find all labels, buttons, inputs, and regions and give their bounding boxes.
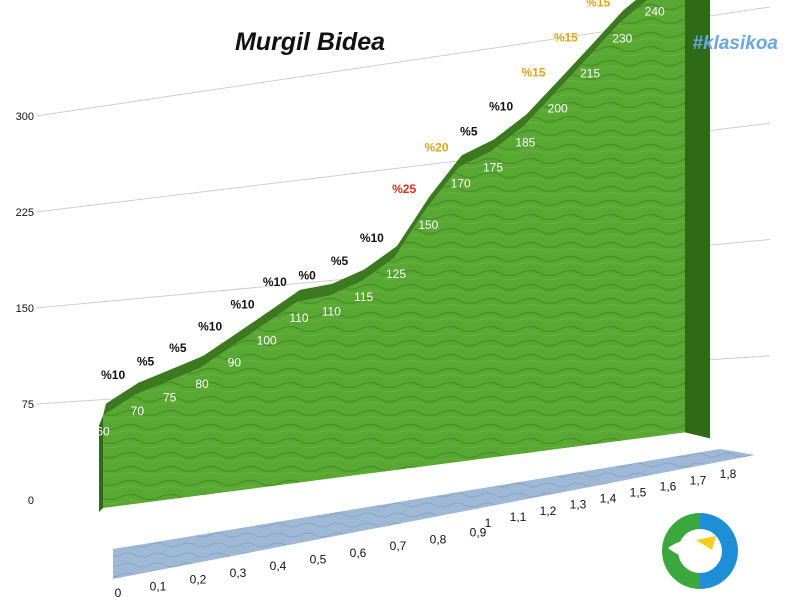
y-axis-ticks: 0 75 150 225 300 [16,111,34,507]
gradient-label: %10 [198,319,222,333]
elevation-label: 215 [580,67,600,81]
elevation-label: 115 [354,290,373,304]
x-axis-ticks: 0 0,1 0,2 0,3 0,4 0,5 0,6 0,7 0,8 0,91 1,1 1,2 1,3 1,… [115,467,737,600]
x-tick-label: 1,1 [510,510,527,524]
logo-icon [655,507,743,595]
x-tick-label: 0,9 [470,526,487,540]
elevation-label: 80 [195,377,209,391]
gradient-label: %10 [263,275,287,289]
gradient-label: %10 [489,99,513,113]
gradient-label: %5 [460,124,478,138]
x-tick-label: 1,4 [600,492,617,506]
elevation-label: 125 [386,267,406,281]
elevation-label: 60 [96,425,110,439]
gradient-label: %5 [169,341,187,355]
gradient-label: %25 [392,182,416,196]
elevation-labels: 60 70 75 80 90 100 110 110 115 125 150 170 175 185 200… [96,5,665,439]
y-tick-label: 225 [16,207,34,219]
y-tick-label: 300 [16,111,34,123]
elevation-label: 170 [451,176,471,190]
x-tick-label: 1,5 [630,486,647,500]
gradient-labels: %10 %5 %5 %10 %10 %10 %0 %5 %10 %25 %20 %5 %10 %15 %15… [101,0,610,382]
gradient-label: %10 [360,231,384,245]
x-tick-label: 0 [115,586,122,600]
hashtag-label: #klasikoa [692,33,778,54]
gradient-label: %20 [424,140,448,154]
y-tick-label: 150 [16,303,34,315]
x-tick-label: 0,3 [230,566,247,580]
x-tick-label: 0,7 [390,539,407,553]
x-tick-label: 1,7 [690,473,707,487]
x-tick-label: 1,6 [660,479,677,493]
base-band [113,449,755,579]
gradient-label: %10 [230,297,254,311]
x-tick-label: 0,1 [150,579,167,593]
elevation-label: 230 [612,31,632,45]
terrain-side [685,0,710,439]
x-tick-label: 1,8 [720,467,737,481]
gradient-label: %15 [586,0,610,9]
gradient-label: %5 [137,354,155,368]
y-tick-label: 75 [22,399,34,411]
gradient-label: %15 [521,65,545,79]
terrain [99,0,710,512]
gradient-label: %0 [298,269,316,283]
elevation-label: 175 [483,160,503,174]
x-tick-label: 1 [485,516,492,530]
elevation-label: 200 [548,101,568,115]
terrain-texture [103,0,685,508]
base-band-texture [113,449,755,579]
x-tick-label: 0,2 [190,573,207,587]
elevation-label: 185 [515,135,535,149]
gradient-label: %15 [554,31,578,45]
x-tick-label: 1,2 [540,504,557,518]
elevation-label: 240 [645,5,665,19]
elevation-label: 100 [257,333,277,347]
x-tick-label: 0,4 [270,559,287,573]
x-tick-label: 0,6 [350,546,367,560]
chart-title: Murgil Bidea [234,28,385,56]
terrain-left-side [99,415,103,512]
y-tick-label: 0 [28,495,34,507]
gradient-label: %10 [101,368,125,382]
x-tick-label: 1,3 [570,498,587,512]
x-tick-label: 0,5 [310,553,327,567]
elevation-label: 70 [131,404,145,418]
elevation-label: 90 [228,355,242,369]
elevation-label: 150 [418,218,438,232]
gradient-label: %5 [331,254,349,268]
elevation-label: 110 [289,311,308,325]
elevation-label: 75 [163,390,177,404]
elevation-label: 110 [322,305,341,319]
x-tick-label: 0,8 [430,532,447,546]
